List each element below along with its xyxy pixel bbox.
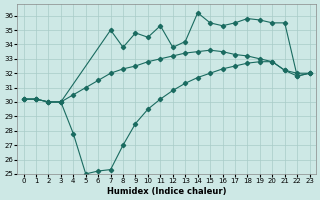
X-axis label: Humidex (Indice chaleur): Humidex (Indice chaleur) [107,187,226,196]
